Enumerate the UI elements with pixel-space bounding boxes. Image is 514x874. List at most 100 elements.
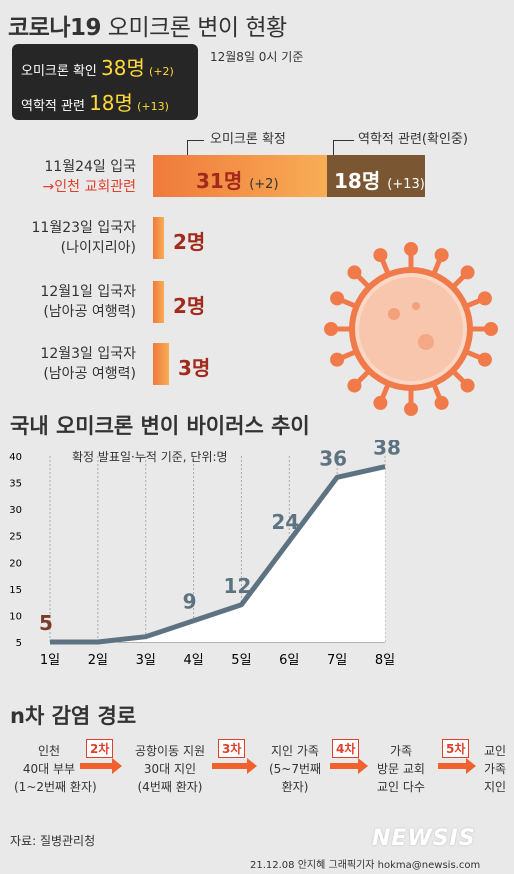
chart-title: 국내 오미크론 변이 바이러스 추이 — [10, 414, 310, 438]
virus-spike-tip — [347, 378, 362, 393]
basis-date: 12월8일 0시 기준 — [210, 50, 304, 64]
data-label: 38 — [373, 440, 401, 460]
y-tick-label: 20 — [9, 558, 22, 569]
data-label: 24 — [271, 510, 299, 534]
legend-confirmed: 오미크론 확정 — [210, 132, 286, 147]
data-label: 9 — [183, 590, 197, 614]
virus-spike-tip — [330, 352, 345, 367]
newsis-logo: NEWSIS — [372, 826, 476, 851]
data-label: 5 — [39, 611, 53, 635]
credit: 21.12.08 안지혜 그래픽기자 hokma@newsis.com — [250, 860, 481, 871]
route-step-4: 가족 방문 교회 교인 다수 — [370, 742, 432, 796]
legend-related: 역학적 관련(확인중) — [358, 132, 468, 147]
related-delta: (+13) — [137, 100, 169, 113]
virus-spike-tip — [434, 395, 449, 410]
y-tick-label: 15 — [9, 585, 22, 596]
y-tick-label: 10 — [9, 611, 22, 622]
chart-area — [50, 466, 385, 642]
virus-spike-tip — [373, 248, 388, 263]
badge-5th: 5차 — [442, 739, 470, 758]
data-labels: 5 9 12 24 36 38 — [39, 440, 401, 635]
group-1-count: 31명 — [196, 169, 243, 193]
group-1-label: 11월24일 입국 →인천 교회관련 — [6, 156, 136, 196]
group-4-line1: 12월3일 입국자 — [40, 346, 136, 362]
bar-group-2 — [153, 217, 164, 259]
arrow-icon — [80, 758, 122, 774]
confirmed-label: 오미크론 확인 — [21, 64, 97, 79]
data-label: 12 — [224, 574, 252, 598]
group-1-related-wrap: 18명 (+13) — [334, 165, 425, 194]
group-4-count: 3명 — [178, 356, 211, 380]
y-tick-label: 5 — [16, 638, 22, 649]
related-value: 18명 — [89, 91, 133, 115]
route-step-2-line1: 공항이동 지원 — [134, 744, 206, 758]
virus-spike-tip — [460, 378, 475, 393]
virus-spike-tip — [404, 402, 418, 416]
related-label: 역학적 관련 — [21, 99, 85, 114]
route-step-3-line2: (5~7번째 — [268, 762, 322, 776]
y-tick-label: 30 — [9, 505, 22, 516]
virus-spike-tip — [460, 265, 475, 280]
summary-related: 역학적 관련 18명 (+13) — [21, 87, 169, 116]
x-tick-label: 2일 — [88, 653, 108, 668]
y-tick-label: 40 — [9, 452, 22, 463]
route-step-2-line3: (4번째 환자) — [137, 780, 203, 794]
group-3-line1: 12월1일 입국자 — [40, 284, 136, 300]
virus-spike-tip — [477, 352, 492, 367]
x-tick-label: 5일 — [231, 653, 251, 668]
virus-dot — [412, 302, 420, 310]
bar-confirmed — [153, 155, 327, 197]
route-step-5: 교인 가족 지인 — [478, 742, 512, 796]
route-step-3-line3: 환자) — [281, 780, 309, 794]
virus-spike-tip — [434, 248, 449, 263]
group-3-line2: (남아공 여행력) — [43, 304, 136, 320]
route-step-5-line2: 가족 — [483, 762, 507, 776]
x-tick-label: 1일 — [40, 653, 60, 668]
route-step-1-line2: 40대 부부 — [22, 762, 76, 776]
data-label: 36 — [319, 446, 347, 470]
route-step-3: 지인 가족 (5~7번째 환자) — [258, 742, 332, 796]
x-tick-label: 7일 — [327, 653, 347, 668]
x-tick-labels: 1일 2일 3일 4일 5일 6일 7일 8일 — [40, 653, 395, 668]
bar-group-3 — [153, 281, 164, 323]
route-step-4-line1: 가족 — [389, 744, 413, 758]
virus-illustration — [324, 242, 498, 416]
virus-spike-tip — [484, 322, 498, 336]
virus-spike-tip — [324, 322, 338, 336]
route-step-1-line1: 인천 — [37, 744, 61, 758]
summary-confirmed: 오미크론 확인 38명 (+2) — [21, 52, 174, 81]
virus-spike-tip — [404, 242, 418, 256]
badge-3rd: 3차 — [218, 739, 246, 758]
group-3-count: 2명 — [173, 294, 206, 318]
x-tick-label: 4일 — [183, 653, 203, 668]
y-tick-label: 25 — [9, 532, 22, 543]
group-3-label: 12월1일 입국자 (남아공 여행력) — [6, 281, 136, 321]
group-4-line2: (남아공 여행력) — [43, 366, 136, 382]
virus-core — [359, 277, 463, 381]
chart-subtitle: 확정 발표일·누적 기준, 단위:명 — [72, 450, 228, 464]
badge-4th: 4차 — [332, 739, 360, 758]
page-title: 코로나19 오미크론 변이 현황 — [8, 8, 287, 42]
group-1-count-wrap: 31명 (+2) — [196, 165, 279, 194]
group-1-related-count: 18명 — [334, 169, 381, 193]
route-step-4-line3: 교인 다수 — [377, 780, 425, 794]
route-step-5-line1: 교인 — [483, 744, 507, 758]
route-title: n차 감염 경로 — [10, 704, 137, 728]
group-2-line2: (나이지리아) — [60, 240, 136, 256]
group-2-count: 2명 — [173, 230, 206, 254]
summary-box: 오미크론 확인 38명 (+2) 역학적 관련 18명 (+13) — [12, 44, 198, 120]
route-step-4-line2: 방문 교회 — [377, 762, 425, 776]
leader-confirmed — [187, 140, 204, 159]
route-step-1-line3: (1~2번째 환자) — [14, 780, 97, 794]
virus-dot — [388, 308, 400, 320]
virus-spike-tip — [373, 395, 388, 410]
bar-group-4 — [153, 343, 169, 385]
group-2-line1: 11월23일 입국자 — [31, 220, 136, 236]
y-tick-labels: 5 10 15 20 25 30 35 40 — [9, 452, 22, 649]
bar-related — [327, 155, 425, 197]
x-tick-label: 3일 — [136, 653, 156, 668]
route-step-3-line1: 지인 가족 — [271, 744, 319, 758]
route-step-5-line3: 지인 — [483, 780, 507, 794]
title-rest: 오미크론 변이 현황 — [101, 15, 287, 41]
y-tick-label: 35 — [9, 479, 22, 490]
